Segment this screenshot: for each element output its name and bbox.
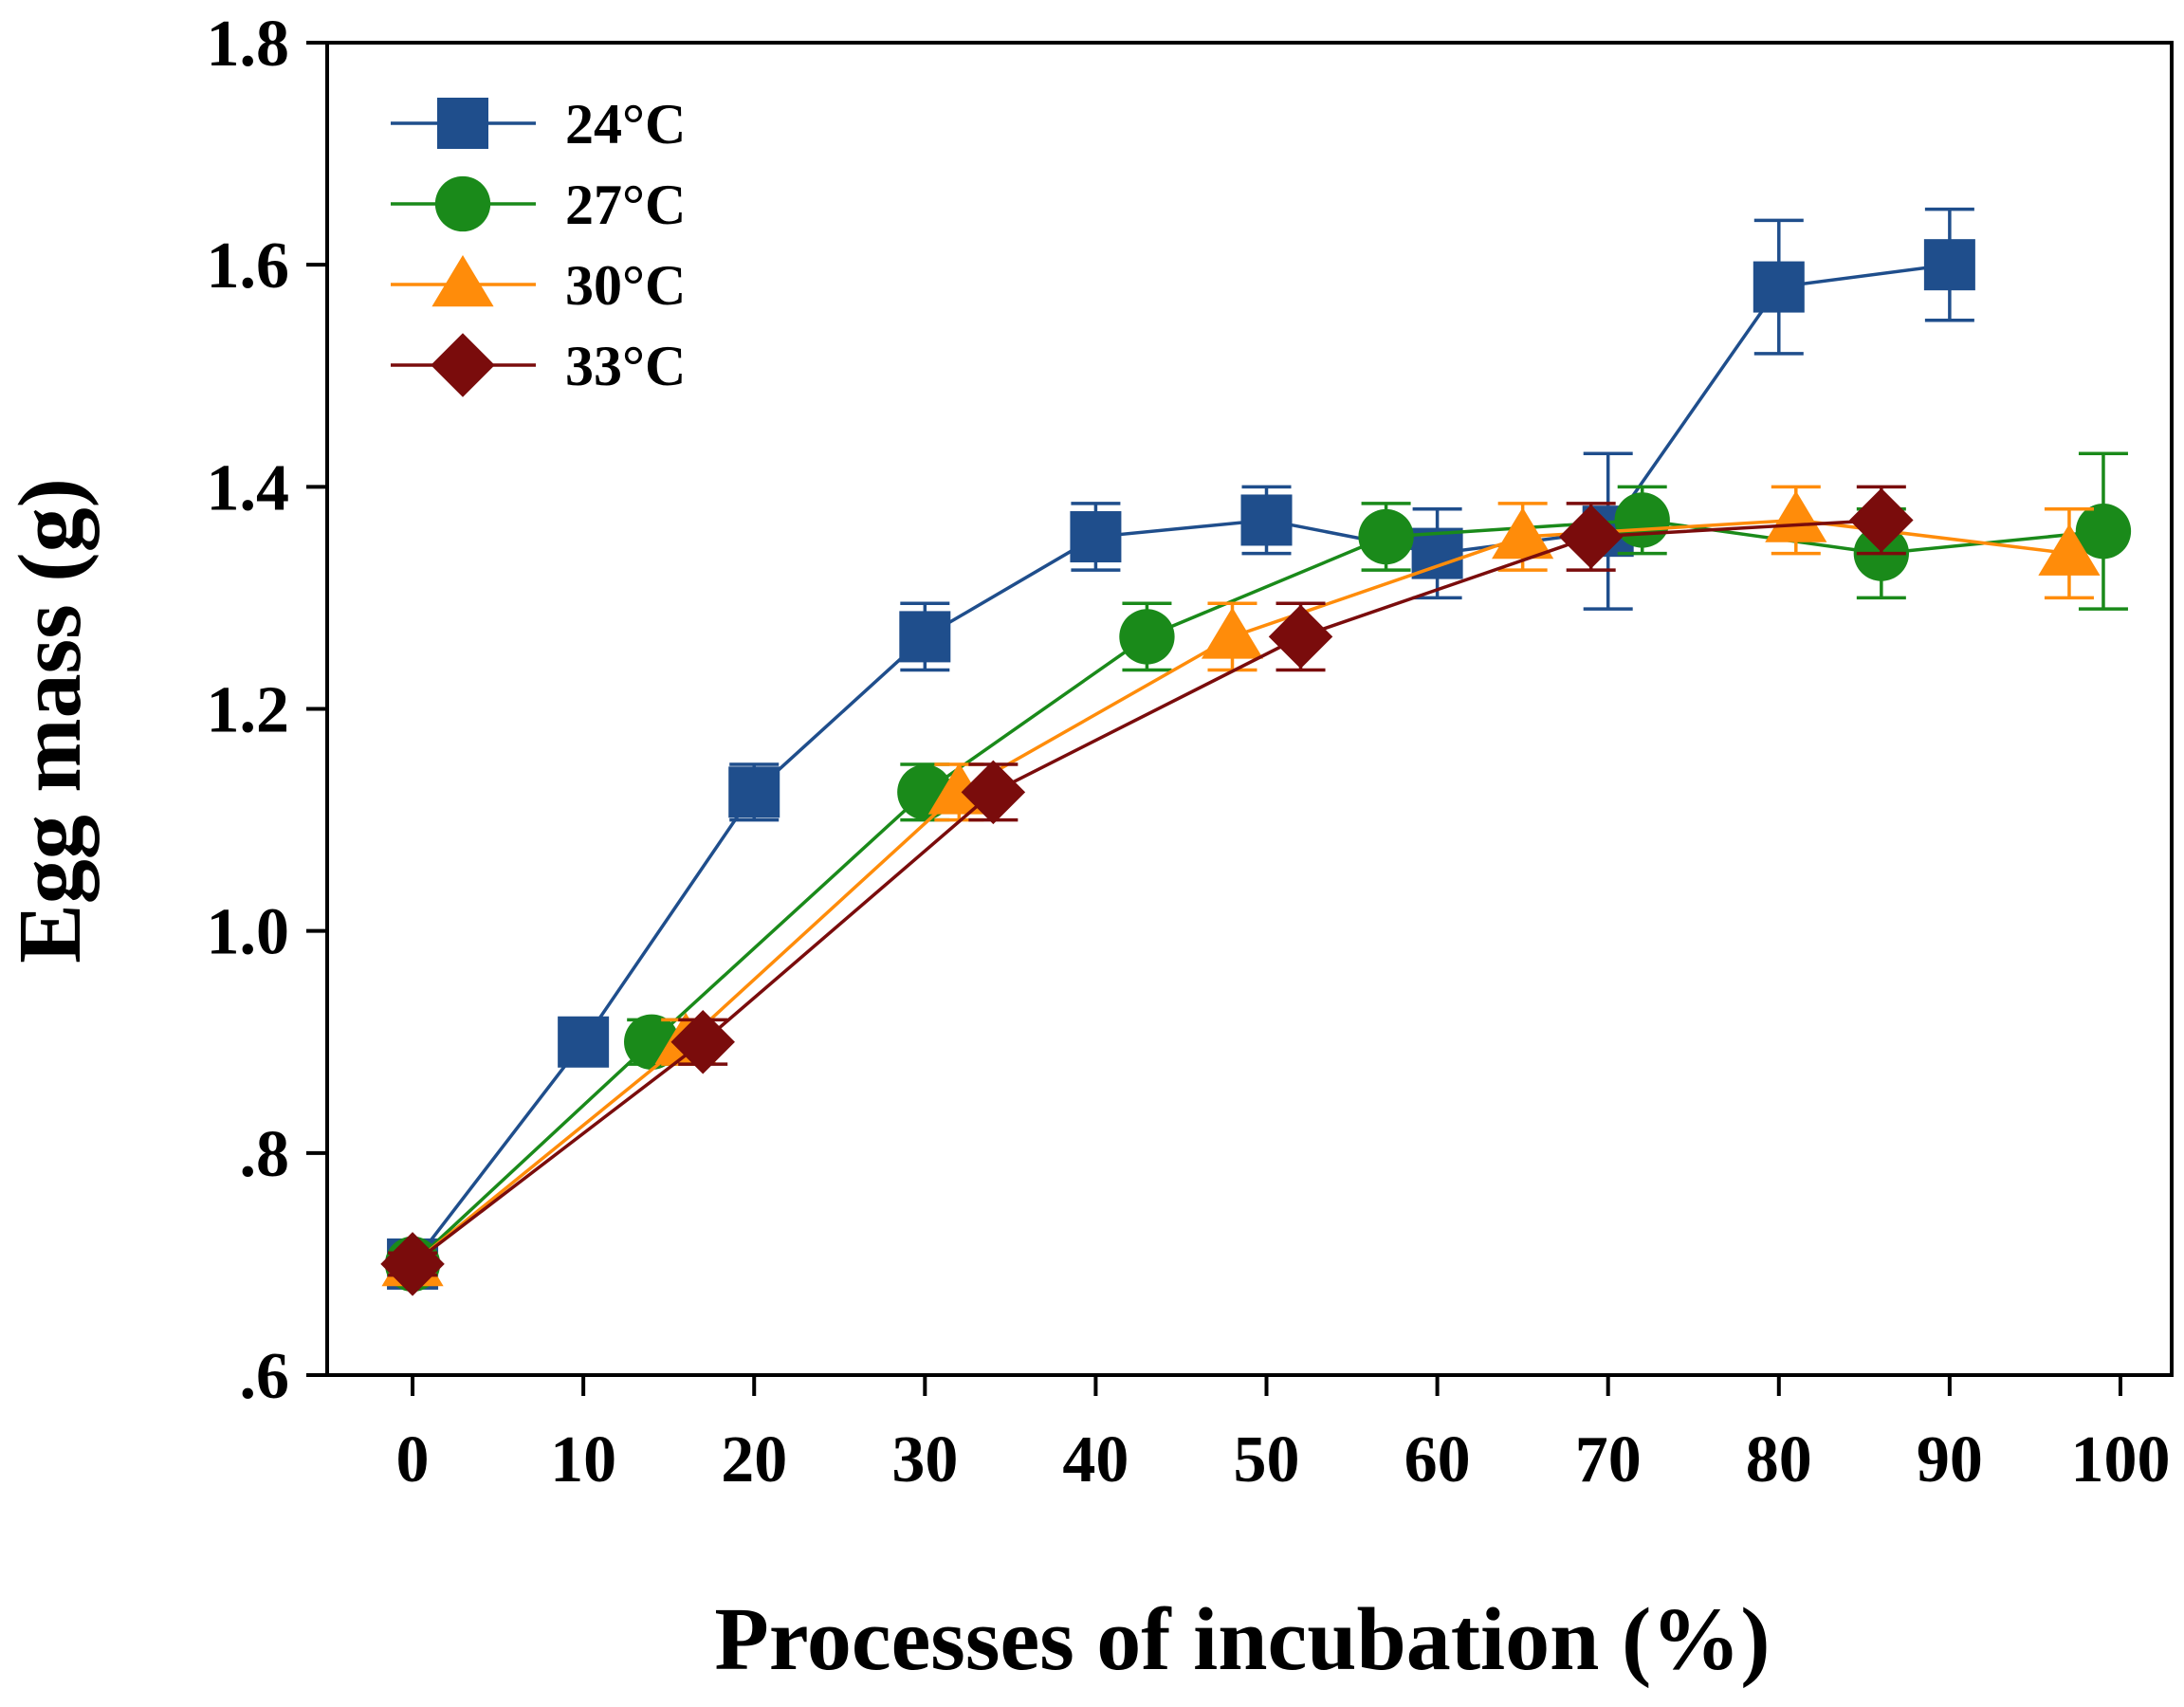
plot-frame (325, 41, 2174, 1377)
data-point (1201, 607, 1264, 659)
data-point (1070, 511, 1122, 563)
x-tick-label: 60 (1404, 1423, 1471, 1496)
data-point (1923, 239, 1975, 291)
legend: 24°C 27°C 30°C 33°C (391, 93, 686, 397)
series-line (411, 518, 2104, 1266)
x-tick-label: 50 (1234, 1423, 1300, 1496)
data-point (2075, 504, 2132, 560)
data-point (1119, 609, 1175, 665)
data-point (1765, 490, 1827, 542)
data-point (1753, 261, 1805, 313)
y-tick-label: 1.6 (207, 229, 290, 303)
data-point (380, 1232, 445, 1296)
y-tick-label: 1.8 (207, 8, 290, 81)
x-tick-label: 40 (1062, 1423, 1129, 1496)
x-tick-label: 20 (721, 1423, 787, 1496)
data-point (899, 611, 951, 663)
legend-label: 33°C (565, 335, 686, 397)
x-tick-label: 80 (1746, 1423, 1812, 1496)
legend-marker (431, 333, 495, 397)
data-point (1614, 492, 1670, 548)
x-tick-label: 10 (550, 1423, 616, 1496)
axes-layer: 0 10 20 30 40 50 60 70 80 90 100 .6 .8 1.0 1.2 1.4 1.6 1.… (207, 8, 2174, 1496)
x-tick-label: 100 (2070, 1423, 2170, 1496)
data-point (558, 1016, 610, 1068)
data-point (1849, 487, 1914, 553)
data-point (1240, 494, 1293, 546)
legend-label: 30°C (565, 254, 686, 317)
y-tick-label: .6 (240, 1340, 290, 1413)
legend-label: 24°C (565, 93, 686, 156)
series-layer (380, 207, 2132, 1296)
x-tick-label: 30 (891, 1423, 958, 1496)
x-tick-label: 0 (396, 1423, 430, 1496)
legend-marker (437, 98, 488, 149)
data-point (1558, 505, 1624, 569)
y-axis-title: Egg mass (g) (1, 478, 100, 964)
series-line (411, 263, 1951, 1265)
x-tick-label: 90 (1917, 1423, 1983, 1496)
data-point (670, 1010, 735, 1074)
series-1 (384, 451, 2132, 1293)
series-3 (380, 485, 1914, 1296)
x-axis-title: Processes of incubation (%) (714, 1590, 1770, 1689)
data-point (1358, 508, 1414, 565)
data-point (1492, 506, 1554, 560)
legend-marker (434, 175, 491, 232)
data-point (728, 766, 780, 818)
y-tick-label: .8 (240, 1118, 290, 1191)
x-tick-label: 70 (1575, 1423, 1642, 1496)
series-2 (381, 485, 2101, 1287)
y-tick-label: 1.4 (207, 451, 290, 524)
data-point (1268, 604, 1333, 670)
legend-label: 27°C (565, 174, 686, 236)
data-point (961, 760, 1026, 825)
series-line (411, 518, 1881, 1266)
legend-marker (431, 254, 494, 307)
data-point (2038, 523, 2101, 576)
y-tick-label: 1.2 (207, 674, 290, 747)
y-tick-label: 1.0 (207, 896, 290, 969)
